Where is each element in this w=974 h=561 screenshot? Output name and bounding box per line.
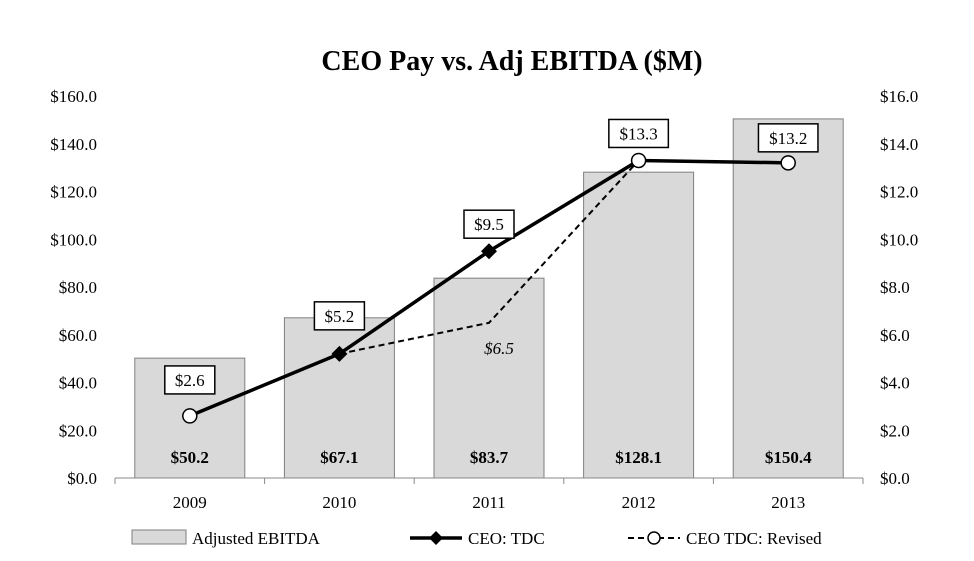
y-right-tick-label: $12.0 [880, 183, 918, 202]
ebitda-bar-label: $50.2 [171, 448, 209, 467]
y-left-tick-label: $60.0 [59, 326, 97, 345]
ebitda-bar [583, 171, 695, 479]
tdc-callout-label: $2.6 [175, 371, 205, 390]
x-tick-label: 2011 [472, 493, 505, 512]
revised-value-label: $6.5 [484, 339, 514, 358]
open-circle-marker [630, 152, 647, 169]
tdc-callout-box [608, 118, 670, 149]
tdc-callout-label: $13.2 [769, 129, 807, 148]
y-right-tick-label: $2.0 [880, 421, 910, 440]
ebitda-bar-label: $67.1 [320, 448, 358, 467]
diamond-marker [331, 345, 348, 362]
y-left-tick-label: $120.0 [50, 183, 97, 202]
open-circle-marker [780, 155, 796, 171]
y-left-tick-label: $140.0 [50, 135, 97, 154]
legend: Adjusted EBITDA CEO: TDC CEO TDC: Revised [131, 529, 822, 548]
legend-circle-marker [647, 531, 661, 545]
tdc-callout-box [463, 209, 515, 239]
tdc-callout-box [313, 301, 366, 331]
x-tick-label: 2009 [173, 493, 207, 512]
bars-layer: $50.2 $67.1 $83.7 $128.1 $150.4 [134, 118, 844, 479]
ebitda-bar [283, 317, 395, 479]
y-right-tick-label: $8.0 [880, 278, 910, 297]
legend-label-revised: CEO TDC: Revised [686, 529, 822, 548]
ebitda-bar-label: $128.1 [615, 448, 662, 467]
y-right-tick-label: $10.0 [880, 230, 918, 249]
tdc-callout-box [164, 365, 216, 395]
chart-title: CEO Pay vs. Adj EBITDA ($M) [321, 46, 702, 77]
y-right-tick-label: $6.0 [880, 326, 910, 345]
legend-label-ebitda: Adjusted EBITDA [192, 529, 321, 548]
y-right-tick-label: $0.0 [880, 469, 910, 488]
legend-bar-swatch [131, 529, 187, 545]
tdc-callout-box [757, 123, 819, 153]
open-circle-marker [182, 408, 198, 424]
diamond-marker [481, 243, 497, 260]
legend-diamond-marker [429, 531, 443, 545]
y-left-tick-label: $20.0 [59, 421, 97, 440]
tdc-callout-label: $9.5 [474, 215, 504, 234]
y-left-tick-label: $40.0 [59, 374, 97, 393]
ebitda-bar-label: $83.7 [470, 448, 509, 467]
lines-layer: $2.6 $5.2 $9.5 $13.3 $13.2 $6.5 [164, 118, 819, 424]
ebitda-bar [433, 277, 545, 479]
tdc-callout-label: $13.3 [619, 124, 657, 143]
ebitda-bar-label: $150.4 [765, 448, 812, 467]
x-tick-label: 2013 [771, 493, 805, 512]
legend-label-tdc: CEO: TDC [468, 529, 545, 548]
ebitda-bar [732, 118, 844, 479]
y-left-tick-label: $0.0 [67, 469, 97, 488]
tdc-callout-label: $5.2 [325, 307, 355, 326]
y-right-tick-label: $16.0 [880, 87, 918, 106]
x-tick-label: 2012 [622, 493, 656, 512]
y-right-tick-label: $4.0 [880, 374, 910, 393]
x-tick-label: 2010 [322, 493, 356, 512]
y-left-tick-label: $100.0 [50, 230, 97, 249]
y-right-tick-label: $14.0 [880, 135, 918, 154]
ceo-tdc-revised-line [339, 159, 789, 355]
y-left-tick-label: $80.0 [59, 278, 97, 297]
axes-layer: 2009 2010 2011 2012 2013 $0.0 $20.0 $40.0 $60.0 $… [50, 87, 918, 512]
y-left-tick-label: $160.0 [50, 87, 97, 106]
